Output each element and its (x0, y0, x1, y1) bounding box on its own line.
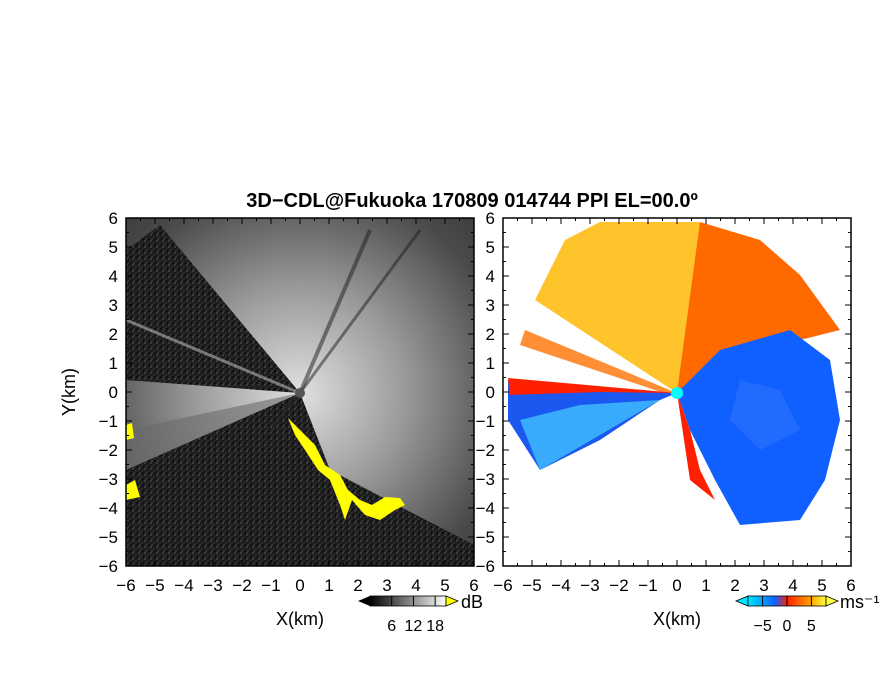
y-tick-label: −2 (476, 441, 495, 460)
x-tick-label: 3 (759, 576, 768, 595)
x-tick-label: −2 (232, 576, 251, 595)
velocity-image (503, 218, 851, 566)
x-tick-label: 0 (672, 576, 681, 595)
y-tick-label: 2 (486, 325, 495, 344)
x-tick-label: 1 (701, 576, 710, 595)
x-tick-label: −4 (551, 576, 570, 595)
x-tick-label: 6 (846, 576, 855, 595)
velocity-x-ticks: −6 −5 −4 −3 −2 −1 0 1 2 3 4 5 6 (493, 218, 856, 595)
y-tick-label: −6 (476, 557, 495, 576)
x-tick-label: −1 (638, 576, 657, 595)
y-tick-label: −4 (476, 499, 495, 518)
velocity-colorbar-unit: ms⁻¹ (840, 592, 880, 612)
y-tick-label: 6 (486, 209, 495, 228)
y-tick-label: 5 (109, 238, 118, 257)
y-tick-label: −1 (476, 412, 495, 431)
x-tick-label: −2 (609, 576, 628, 595)
x-tick-label: −3 (580, 576, 599, 595)
y-tick-label: 3 (486, 296, 495, 315)
x-tick-label: 2 (353, 576, 362, 595)
y-tick-label: 0 (109, 383, 118, 402)
y-tick-label: 6 (109, 209, 118, 228)
x-tick-label: −6 (116, 576, 135, 595)
y-tick-label: 4 (109, 267, 118, 286)
x-tick-label: 4 (411, 576, 420, 595)
x-tick-label: −3 (203, 576, 222, 595)
y-tick-label: −1 (99, 412, 118, 431)
velocity-y-ticks: −6 −5 −4 −3 −2 −1 0 1 2 3 4 5 6 (476, 209, 851, 576)
x-tick-label: 6 (469, 576, 478, 595)
x-tick-label: −1 (261, 576, 280, 595)
y-tick-label: −2 (99, 441, 118, 460)
chart-title: 3D−CDL@Fukuoka 170809 014744 PPI EL=00.0… (246, 190, 698, 212)
y-tick-label: 1 (486, 354, 495, 373)
y-tick-label: 0 (486, 383, 495, 402)
y-tick-label: −6 (99, 557, 118, 576)
velocity-x-axis-label: X(km) (653, 609, 701, 629)
velocity-colorbar: −5 0 5 ms⁻¹ (734, 592, 880, 635)
reflectivity-y-axis-label: Y(km) (59, 368, 79, 416)
y-tick-label: −3 (476, 470, 495, 489)
colorbar-tick-label: 12 (405, 618, 423, 635)
reflectivity-x-axis-label: X(km) (276, 609, 324, 629)
y-tick-label: 3 (109, 296, 118, 315)
x-tick-label: 4 (788, 576, 797, 595)
x-tick-label: 5 (440, 576, 449, 595)
colorbar-tick-label: 0 (783, 618, 792, 635)
y-tick-label: 5 (486, 238, 495, 257)
x-tick-label: −4 (174, 576, 193, 595)
y-tick-label: −3 (99, 470, 118, 489)
y-tick-label: 2 (109, 325, 118, 344)
reflectivity-x-ticks: −6 −5 −4 −3 −2 −1 0 1 2 3 4 5 6 (116, 218, 479, 595)
x-tick-label: −5 (522, 576, 541, 595)
x-tick-label: 1 (324, 576, 333, 595)
colorbar-tick-label: 18 (426, 618, 444, 635)
reflectivity-colorbar: 6 12 18 dB (358, 592, 483, 635)
x-tick-label: −5 (145, 576, 164, 595)
y-tick-label: −5 (476, 528, 495, 547)
x-tick-label: 0 (295, 576, 304, 595)
velocity-panel: −6 −5 −4 −3 −2 −1 0 1 2 3 4 5 6 −6−5−4−3−2−10123456 … (476, 209, 880, 635)
colorbar-tick-label: 5 (807, 618, 816, 635)
x-tick-label: 2 (730, 576, 739, 595)
reflectivity-image (126, 218, 474, 566)
y-tick-label: −4 (99, 499, 118, 518)
y-tick-label: 4 (486, 267, 495, 286)
reflectivity-panel: −6 −5 −4 −3 −2 −1 0 1 2 3 4 5 6 −6−5−4−3−2−10123456 … (59, 209, 483, 635)
x-tick-label: 3 (382, 576, 391, 595)
colorbar-tick-label: −5 (754, 618, 772, 635)
y-tick-label: −5 (99, 528, 118, 547)
x-tick-label: −6 (493, 576, 512, 595)
reflectivity-over-range (288, 418, 405, 520)
y-tick-label: 1 (109, 354, 118, 373)
x-tick-label: 5 (817, 576, 826, 595)
colorbar-tick-label: 6 (387, 618, 396, 635)
reflectivity-y-ticks: −6 −5 −4 −3 −2 −1 0 1 2 3 4 5 6 (99, 209, 474, 576)
reflectivity-colorbar-unit: dB (461, 592, 483, 612)
